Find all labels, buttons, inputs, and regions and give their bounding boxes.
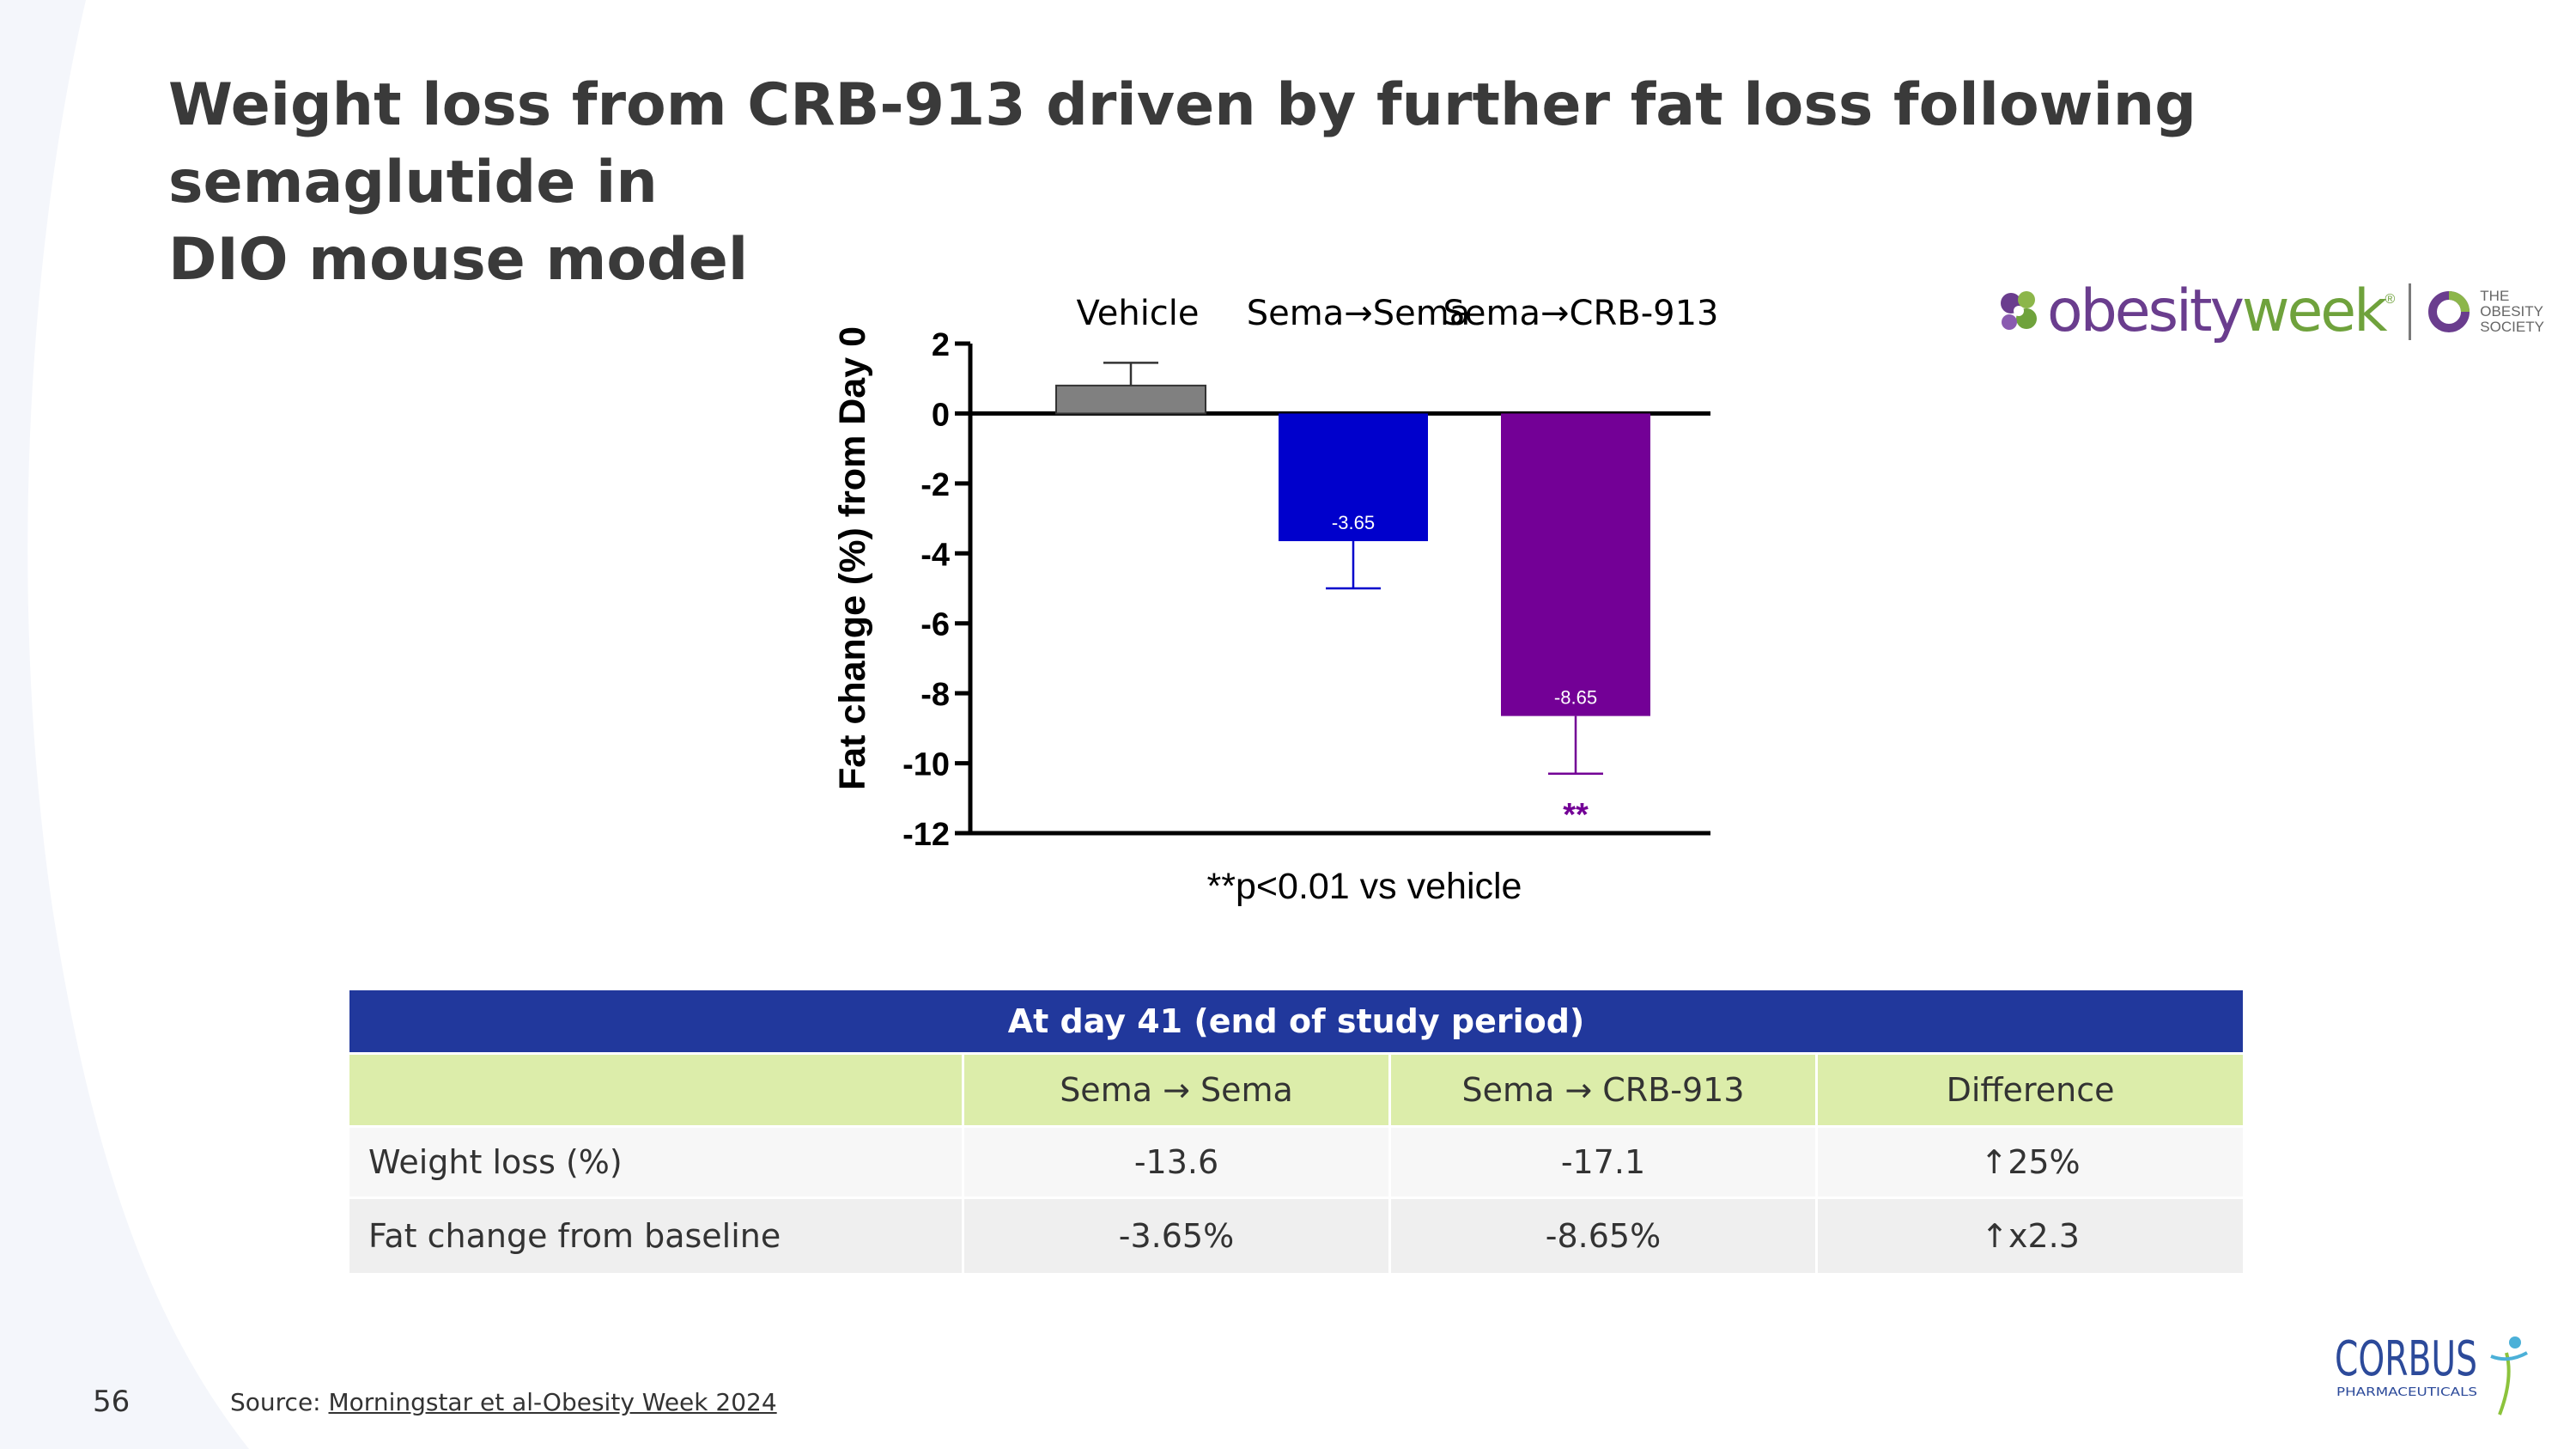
obesityweek-word-obesity: obesity bbox=[2047, 277, 2245, 345]
table-header-row: Sema → Sema Sema → CRB-913 Difference bbox=[347, 1052, 2246, 1128]
y-axis-title: Fat change (%) from Day 0 bbox=[832, 326, 873, 790]
column-header-sema-crb913: Sema → CRB-913 bbox=[1388, 1052, 1818, 1128]
category-label-3: Sema→CRB-913 bbox=[1443, 294, 1719, 333]
corbus-wordmark: CORBUS bbox=[2335, 1331, 2477, 1387]
y-tick-label: -12 bbox=[902, 817, 950, 853]
corbus-logo: CORBUS PHARMACEUTICALS bbox=[2335, 1331, 2528, 1416]
page-title-line-1: Weight loss from CRB-913 driven by furth… bbox=[168, 71, 2196, 216]
column-header-empty bbox=[347, 1052, 964, 1128]
y-tick-label: 2 bbox=[932, 327, 950, 363]
cell-weight-loss-crb913: -17.1 bbox=[1388, 1125, 1818, 1199]
source-citation: Source: Morningstar et al-Obesity Week 2… bbox=[230, 1388, 777, 1416]
obesity-society-ring-icon bbox=[2428, 291, 2470, 332]
obesity-society-text: THE OBESITY SOCIETY bbox=[2480, 288, 2544, 335]
source-prefix: Source: bbox=[230, 1388, 329, 1416]
page-title: Weight loss from CRB-913 driven by furth… bbox=[168, 67, 2435, 299]
bar-1 bbox=[1055, 384, 1206, 415]
results-table: At day 41 (end of study period) Sema → S… bbox=[346, 988, 2246, 1275]
bar-3 bbox=[1501, 413, 1650, 716]
corbus-figure-icon bbox=[2490, 1336, 2528, 1416]
obesityweek-wordmark: obesityweek bbox=[2047, 277, 2388, 346]
row-label-fat-change: Fat change from baseline bbox=[347, 1196, 964, 1275]
table-row: Fat change from baseline -3.65% -8.65% ↑… bbox=[347, 1196, 2246, 1275]
y-tick-label: -4 bbox=[920, 537, 950, 573]
data-label-3: -8.65 bbox=[1554, 687, 1597, 709]
page-number: 56 bbox=[93, 1385, 131, 1419]
fat-change-bar-chart: Fat change (%) from Day 0 2 0 -2 -4 -6 -8 -10 -… bbox=[832, 294, 1718, 907]
cell-fat-change-difference: ↑x2.3 bbox=[1814, 1196, 2246, 1275]
logo-divider bbox=[2409, 283, 2412, 340]
page-title-line-2: DIO mouse model bbox=[168, 226, 749, 294]
y-tick-label: -2 bbox=[920, 467, 950, 503]
column-header-sema-sema: Sema → Sema bbox=[962, 1052, 1391, 1128]
obesityweek-logo: obesityweek ® THE OBESITY SOCIETY bbox=[1992, 273, 2557, 350]
y-tick-label: -10 bbox=[902, 747, 950, 783]
y-tick-label: -6 bbox=[920, 607, 950, 643]
data-label-2: -3.65 bbox=[1332, 512, 1375, 533]
cell-weight-loss-sema: -13.6 bbox=[962, 1125, 1391, 1199]
cell-fat-change-crb913: -8.65% bbox=[1388, 1196, 1818, 1275]
column-header-difference: Difference bbox=[1814, 1052, 2246, 1128]
bar-2 bbox=[1279, 413, 1428, 542]
obesityweek-word-week: week bbox=[2241, 277, 2388, 345]
category-label-1: Vehicle bbox=[1076, 294, 1199, 333]
significance-marker-3: ** bbox=[1563, 797, 1589, 833]
significance-footnote: **p<0.01 vs vehicle bbox=[1207, 866, 1522, 907]
y-tick-label: 0 bbox=[932, 397, 950, 433]
cell-fat-change-sema: -3.65% bbox=[962, 1196, 1391, 1275]
y-tick-label: -8 bbox=[920, 677, 950, 713]
source-link[interactable]: Morningstar et al-Obesity Week 2024 bbox=[328, 1388, 777, 1416]
corbus-subtitle: PHARMACEUTICALS bbox=[2336, 1386, 2477, 1399]
category-label-2: Sema→Sema bbox=[1247, 294, 1470, 333]
obesityweek-trademark: ® bbox=[2385, 292, 2396, 307]
row-label-weight-loss: Weight loss (%) bbox=[347, 1125, 964, 1199]
table-banner: At day 41 (end of study period) bbox=[346, 988, 2246, 1055]
table-row: Weight loss (%) -13.6 -17.1 ↑25% bbox=[347, 1125, 2246, 1199]
cell-weight-loss-difference: ↑25% bbox=[1814, 1125, 2246, 1199]
obesityweek-flower-icon bbox=[2001, 291, 2037, 330]
plot-area: 2 0 -2 -4 -6 -8 -10 -12 Vehicle Sema→Sema -3.65 Sem… bbox=[902, 294, 1718, 853]
